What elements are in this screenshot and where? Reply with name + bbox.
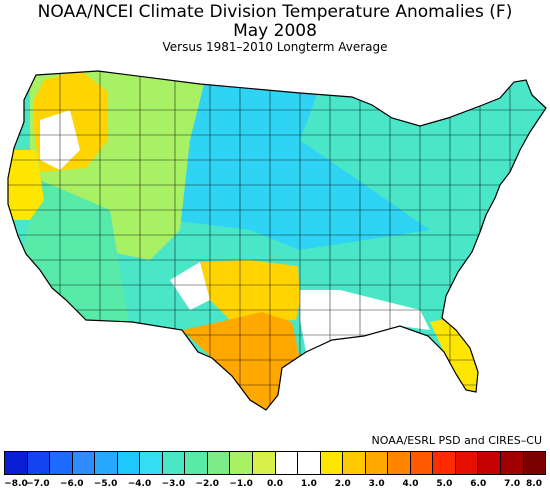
colorbar-cell: [501, 452, 524, 474]
colorbar-tick-label: −5.0: [93, 479, 118, 489]
colorbar-tick-label: 6.0: [470, 479, 487, 489]
region-texas: [182, 312, 300, 410]
colorbar-tick-label: −1.0: [229, 479, 253, 489]
colorbar-cell: [185, 452, 208, 474]
colorbar-cell: [162, 452, 186, 474]
colorbar-cell: [275, 452, 299, 474]
colorbar-tick-label: 7.0: [504, 479, 521, 489]
map-subtitle: May 2008: [233, 21, 317, 41]
colorbar-tick-label: −7.0: [26, 479, 50, 489]
colorbar-cell: [72, 452, 96, 474]
colorbar-cell: [50, 452, 73, 474]
region-near-normal-south: [300, 290, 430, 352]
colorbar-cell: [433, 452, 456, 474]
colorbar-cell: [230, 452, 254, 474]
region-florida: [430, 318, 478, 392]
colorbar-tick-label: 5.0: [436, 479, 453, 489]
anomaly-fill: [8, 71, 546, 410]
colorbar-cell: [523, 452, 546, 474]
colorbar-cell: [388, 452, 411, 474]
colorbar-cell: [410, 452, 434, 474]
colorbar-tick-label: −3.0: [161, 479, 186, 489]
region-oklahoma-arkansas: [200, 260, 300, 322]
colorbar-tick-label: 3.0: [368, 479, 385, 489]
colorbar-tick-label: 1.0: [300, 479, 317, 489]
region-near-normal-southwest: [170, 262, 210, 310]
colorbar-cell: [5, 452, 28, 474]
us-outline: [7, 70, 547, 411]
colorbar-tick-label: −8.0: [4, 479, 28, 489]
data-credit: NOAA/ESRL PSD and CIRES–CU: [371, 434, 542, 447]
colorbar-tick-label: −6.0: [60, 479, 84, 489]
us-climate-division-map: [7, 70, 547, 411]
colorbar-cell: [343, 452, 366, 474]
map-title: NOAA/NCEI Climate Division Temperature A…: [37, 2, 513, 22]
colorbar-tick-label: 0.0: [267, 479, 283, 489]
colorbar-tick-label: −2.0: [195, 479, 219, 489]
colorbar-tick-label: 2.0: [334, 479, 351, 489]
colorbar-cell: [253, 452, 276, 474]
colorbar-cell: [27, 452, 51, 474]
colorbar: [4, 451, 546, 475]
colorbar-cell: [298, 452, 321, 474]
colorbar-tick-label: 4.0: [402, 479, 419, 489]
colorbar-cell: [320, 452, 344, 474]
colorbar-cell: [95, 452, 118, 474]
colorbar-tick-label: 8.0: [526, 479, 542, 489]
colorbar-cell: [478, 452, 502, 474]
colorbar-cell: [207, 452, 231, 474]
colorbar-ticks: −8.0 −7.0 −6.0 −5.0 −4.0 −3.0 −2.0 −1.0 0.0 1.0 2.…: [4, 479, 546, 491]
colorbar-cell: [117, 452, 141, 474]
colorbar-tick-label: −4.0: [127, 479, 152, 489]
colorbar-cell: [455, 452, 479, 474]
colorbar-cell: [140, 452, 163, 474]
map-caption: Versus 1981–2010 Longterm Average: [162, 40, 388, 54]
colorbar-cell: [365, 452, 389, 474]
